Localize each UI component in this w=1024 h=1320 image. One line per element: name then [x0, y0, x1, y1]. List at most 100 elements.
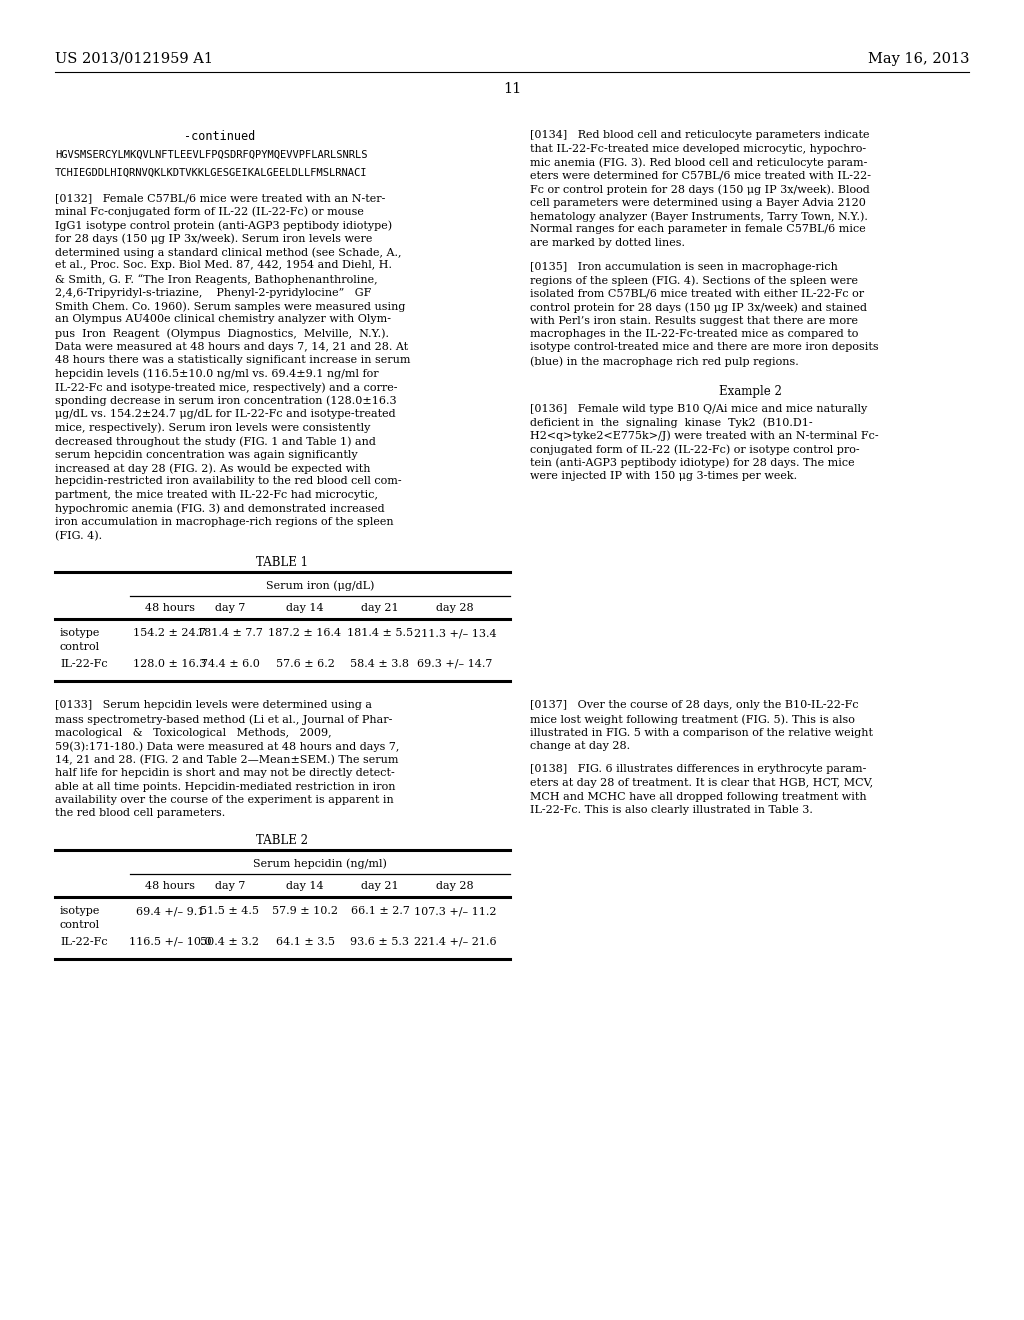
Text: 14, 21 and 28. (FIG. 2 and Table 2—Mean±SEM.) The serum: 14, 21 and 28. (FIG. 2 and Table 2—Mean±… [55, 755, 398, 764]
Text: 66.1 ± 2.7: 66.1 ± 2.7 [350, 906, 410, 916]
Text: tein (anti-AGP3 peptibody idiotype) for 28 days. The mice: tein (anti-AGP3 peptibody idiotype) for … [530, 458, 855, 469]
Text: eters at day 28 of treatment. It is clear that HGB, HCT, MCV,: eters at day 28 of treatment. It is clea… [530, 777, 873, 788]
Text: change at day 28.: change at day 28. [530, 741, 630, 751]
Text: & Smith, G. F. “The Iron Reagents, Bathophenanthroline,: & Smith, G. F. “The Iron Reagents, Batho… [55, 275, 378, 285]
Text: hepcidin-restricted iron availability to the red blood cell com-: hepcidin-restricted iron availability to… [55, 477, 401, 487]
Text: isotype control-treated mice and there are more iron deposits: isotype control-treated mice and there a… [530, 342, 879, 352]
Text: [0136]   Female wild type B10 Q/Ai mice and mice naturally: [0136] Female wild type B10 Q/Ai mice an… [530, 404, 867, 413]
Text: et al., Proc. Soc. Exp. Biol Med. 87, 442, 1954 and Diehl, H.: et al., Proc. Soc. Exp. Biol Med. 87, 44… [55, 260, 392, 271]
Text: hematology analyzer (Bayer Instruments, Tarry Town, N.Y.).: hematology analyzer (Bayer Instruments, … [530, 211, 868, 222]
Text: control: control [60, 920, 100, 929]
Text: 59(3):171-180.) Data were measured at 48 hours and days 7,: 59(3):171-180.) Data were measured at 48… [55, 741, 399, 751]
Text: able at all time points. Hepcidin-mediated restriction in iron: able at all time points. Hepcidin-mediat… [55, 781, 395, 792]
Text: with Perl’s iron stain. Results suggest that there are more: with Perl’s iron stain. Results suggest … [530, 315, 858, 326]
Text: illustrated in FIG. 5 with a comparison of the relative weight: illustrated in FIG. 5 with a comparison … [530, 727, 873, 738]
Text: [0135]   Iron accumulation is seen in macrophage-rich: [0135] Iron accumulation is seen in macr… [530, 261, 838, 272]
Text: 74.4 ± 6.0: 74.4 ± 6.0 [201, 659, 259, 669]
Text: US 2013/0121959 A1: US 2013/0121959 A1 [55, 51, 213, 66]
Text: IgG1 isotype control protein (anti-AGP3 peptibody idiotype): IgG1 isotype control protein (anti-AGP3 … [55, 220, 392, 231]
Text: deficient in  the  signaling  kinase  Tyk2  (B10.D1-: deficient in the signaling kinase Tyk2 (… [530, 417, 813, 428]
Text: Example 2: Example 2 [719, 385, 781, 399]
Text: 64.1 ± 3.5: 64.1 ± 3.5 [275, 937, 335, 946]
Text: hypochromic anemia (FIG. 3) and demonstrated increased: hypochromic anemia (FIG. 3) and demonstr… [55, 503, 385, 513]
Text: Serum iron (μg/dL): Serum iron (μg/dL) [266, 579, 374, 590]
Text: mice, respectively). Serum iron levels were consistently: mice, respectively). Serum iron levels w… [55, 422, 371, 433]
Text: isolated from C57BL/6 mice treated with either IL-22-Fc or: isolated from C57BL/6 mice treated with … [530, 289, 864, 298]
Text: day 21: day 21 [361, 880, 398, 891]
Text: isotype: isotype [60, 628, 100, 638]
Text: [0132]   Female C57BL/6 mice were treated with an N-ter-: [0132] Female C57BL/6 mice were treated … [55, 193, 385, 203]
Text: day 28: day 28 [436, 880, 474, 891]
Text: that IL-22-Fc-treated mice developed microcytic, hypochro-: that IL-22-Fc-treated mice developed mic… [530, 144, 866, 153]
Text: mice lost weight following treatment (FIG. 5). This is also: mice lost weight following treatment (FI… [530, 714, 855, 725]
Text: (blue) in the macrophage rich red pulp regions.: (blue) in the macrophage rich red pulp r… [530, 356, 799, 367]
Text: day 28: day 28 [436, 603, 474, 612]
Text: 11: 11 [503, 82, 521, 96]
Text: 69.3 +/– 14.7: 69.3 +/– 14.7 [418, 659, 493, 669]
Text: were injected IP with 150 μg 3-times per week.: were injected IP with 150 μg 3-times per… [530, 471, 797, 480]
Text: [0137]   Over the course of 28 days, only the B10-IL-22-Fc: [0137] Over the course of 28 days, only … [530, 701, 859, 710]
Text: half life for hepcidin is short and may not be directly detect-: half life for hepcidin is short and may … [55, 768, 394, 777]
Text: 128.0 ± 16.3: 128.0 ± 16.3 [133, 659, 207, 669]
Text: day 14: day 14 [286, 880, 324, 891]
Text: macrophages in the IL-22-Fc-treated mice as compared to: macrophages in the IL-22-Fc-treated mice… [530, 329, 858, 339]
Text: serum hepcidin concentration was again significantly: serum hepcidin concentration was again s… [55, 450, 357, 459]
Text: 2,4,6-Tripyridyl-s-triazine,    Phenyl-2-pyridylocine”   GF: 2,4,6-Tripyridyl-s-triazine, Phenyl-2-py… [55, 288, 372, 297]
Text: 48 hours there was a statistically significant increase in serum: 48 hours there was a statistically signi… [55, 355, 411, 366]
Text: day 21: day 21 [361, 603, 398, 612]
Text: Serum hepcidin (ng/ml): Serum hepcidin (ng/ml) [253, 858, 387, 869]
Text: IL-22-Fc: IL-22-Fc [60, 937, 108, 946]
Text: IL-22-Fc. This is also clearly illustrated in Table 3.: IL-22-Fc. This is also clearly illustrat… [530, 805, 813, 814]
Text: for 28 days (150 μg IP 3x/week). Serum iron levels were: for 28 days (150 μg IP 3x/week). Serum i… [55, 234, 373, 244]
Text: day 14: day 14 [286, 603, 324, 612]
Text: cell parameters were determined using a Bayer Advia 2120: cell parameters were determined using a … [530, 198, 866, 207]
Text: minal Fc-conjugated form of IL-22 (IL-22-Fc) or mouse: minal Fc-conjugated form of IL-22 (IL-22… [55, 206, 364, 216]
Text: 50.4 ± 3.2: 50.4 ± 3.2 [201, 937, 259, 946]
Text: 211.3 +/– 13.4: 211.3 +/– 13.4 [414, 628, 497, 638]
Text: Smith Chem. Co. 1960). Serum samples were measured using: Smith Chem. Co. 1960). Serum samples wer… [55, 301, 406, 312]
Text: Fc or control protein for 28 days (150 μg IP 3x/week). Blood: Fc or control protein for 28 days (150 μ… [530, 183, 869, 194]
Text: conjugated form of IL-22 (IL-22-Fc) or isotype control pro-: conjugated form of IL-22 (IL-22-Fc) or i… [530, 444, 859, 454]
Text: [0133]   Serum hepcidin levels were determined using a: [0133] Serum hepcidin levels were determ… [55, 701, 372, 710]
Text: 57.9 ± 10.2: 57.9 ± 10.2 [272, 906, 338, 916]
Text: sponding decrease in serum iron concentration (128.0±16.3: sponding decrease in serum iron concentr… [55, 396, 396, 407]
Text: TABLE 2: TABLE 2 [256, 834, 308, 847]
Text: μg/dL vs. 154.2±24.7 μg/dL for IL-22-Fc and isotype-treated: μg/dL vs. 154.2±24.7 μg/dL for IL-22-Fc … [55, 409, 395, 418]
Text: are marked by dotted lines.: are marked by dotted lines. [530, 238, 685, 248]
Text: day 7: day 7 [215, 880, 245, 891]
Text: 93.6 ± 5.3: 93.6 ± 5.3 [350, 937, 410, 946]
Text: pus  Iron  Reagent  (Olympus  Diagnostics,  Melville,  N.Y.).: pus Iron Reagent (Olympus Diagnostics, M… [55, 327, 389, 338]
Text: H2<q>tyke2<E775k>/J) were treated with an N-terminal Fc-: H2<q>tyke2<E775k>/J) were treated with a… [530, 430, 879, 441]
Text: 57.6 ± 6.2: 57.6 ± 6.2 [275, 659, 335, 669]
Text: IL-22-Fc and isotype-treated mice, respectively) and a corre-: IL-22-Fc and isotype-treated mice, respe… [55, 381, 397, 392]
Text: Normal ranges for each parameter in female C57BL/6 mice: Normal ranges for each parameter in fema… [530, 224, 865, 235]
Text: TABLE 1: TABLE 1 [256, 556, 308, 569]
Text: 116.5 +/– 10.0: 116.5 +/– 10.0 [129, 937, 211, 946]
Text: (FIG. 4).: (FIG. 4). [55, 531, 102, 541]
Text: mass spectrometry-based method (Li et al., Journal of Phar-: mass spectrometry-based method (Li et al… [55, 714, 392, 725]
Text: IL-22-Fc: IL-22-Fc [60, 659, 108, 669]
Text: the red blood cell parameters.: the red blood cell parameters. [55, 808, 225, 818]
Text: 51.5 ± 4.5: 51.5 ± 4.5 [201, 906, 259, 916]
Text: Data were measured at 48 hours and days 7, 14, 21 and 28. At: Data were measured at 48 hours and days … [55, 342, 409, 351]
Text: isotype: isotype [60, 906, 100, 916]
Text: mic anemia (FIG. 3). Red blood cell and reticulocyte param-: mic anemia (FIG. 3). Red blood cell and … [530, 157, 867, 168]
Text: 221.4 +/– 21.6: 221.4 +/– 21.6 [414, 937, 497, 946]
Text: May 16, 2013: May 16, 2013 [867, 51, 969, 66]
Text: [0138]   FIG. 6 illustrates differences in erythrocyte param-: [0138] FIG. 6 illustrates differences in… [530, 764, 866, 775]
Text: regions of the spleen (FIG. 4). Sections of the spleen were: regions of the spleen (FIG. 4). Sections… [530, 275, 858, 285]
Text: 69.4 +/– 9.1: 69.4 +/– 9.1 [136, 906, 204, 916]
Text: decreased throughout the study (FIG. 1 and Table 1) and: decreased throughout the study (FIG. 1 a… [55, 436, 376, 446]
Text: HGVSMSERCYLMKQVLNFTLEEVLFPQSDRFQPYMQEVVPFLARLSNRLS: HGVSMSERCYLMKQVLNFTLEEVLFPQSDRFQPYMQEVVP… [55, 150, 368, 160]
Text: availability over the course of the experiment is apparent in: availability over the course of the expe… [55, 795, 394, 805]
Text: [0134]   Red blood cell and reticulocyte parameters indicate: [0134] Red blood cell and reticulocyte p… [530, 129, 869, 140]
Text: day 7: day 7 [215, 603, 245, 612]
Text: 181.4 ± 5.5: 181.4 ± 5.5 [347, 628, 413, 638]
Text: 48 hours: 48 hours [145, 603, 195, 612]
Text: eters were determined for C57BL/6 mice treated with IL-22-: eters were determined for C57BL/6 mice t… [530, 170, 871, 181]
Text: control protein for 28 days (150 μg IP 3x/week) and stained: control protein for 28 days (150 μg IP 3… [530, 302, 867, 313]
Text: 154.2 ± 24.7: 154.2 ± 24.7 [133, 628, 207, 638]
Text: partment, the mice treated with IL-22-Fc had microcytic,: partment, the mice treated with IL-22-Fc… [55, 490, 378, 500]
Text: -continued: -continued [184, 129, 256, 143]
Text: 181.4 ± 7.7: 181.4 ± 7.7 [197, 628, 263, 638]
